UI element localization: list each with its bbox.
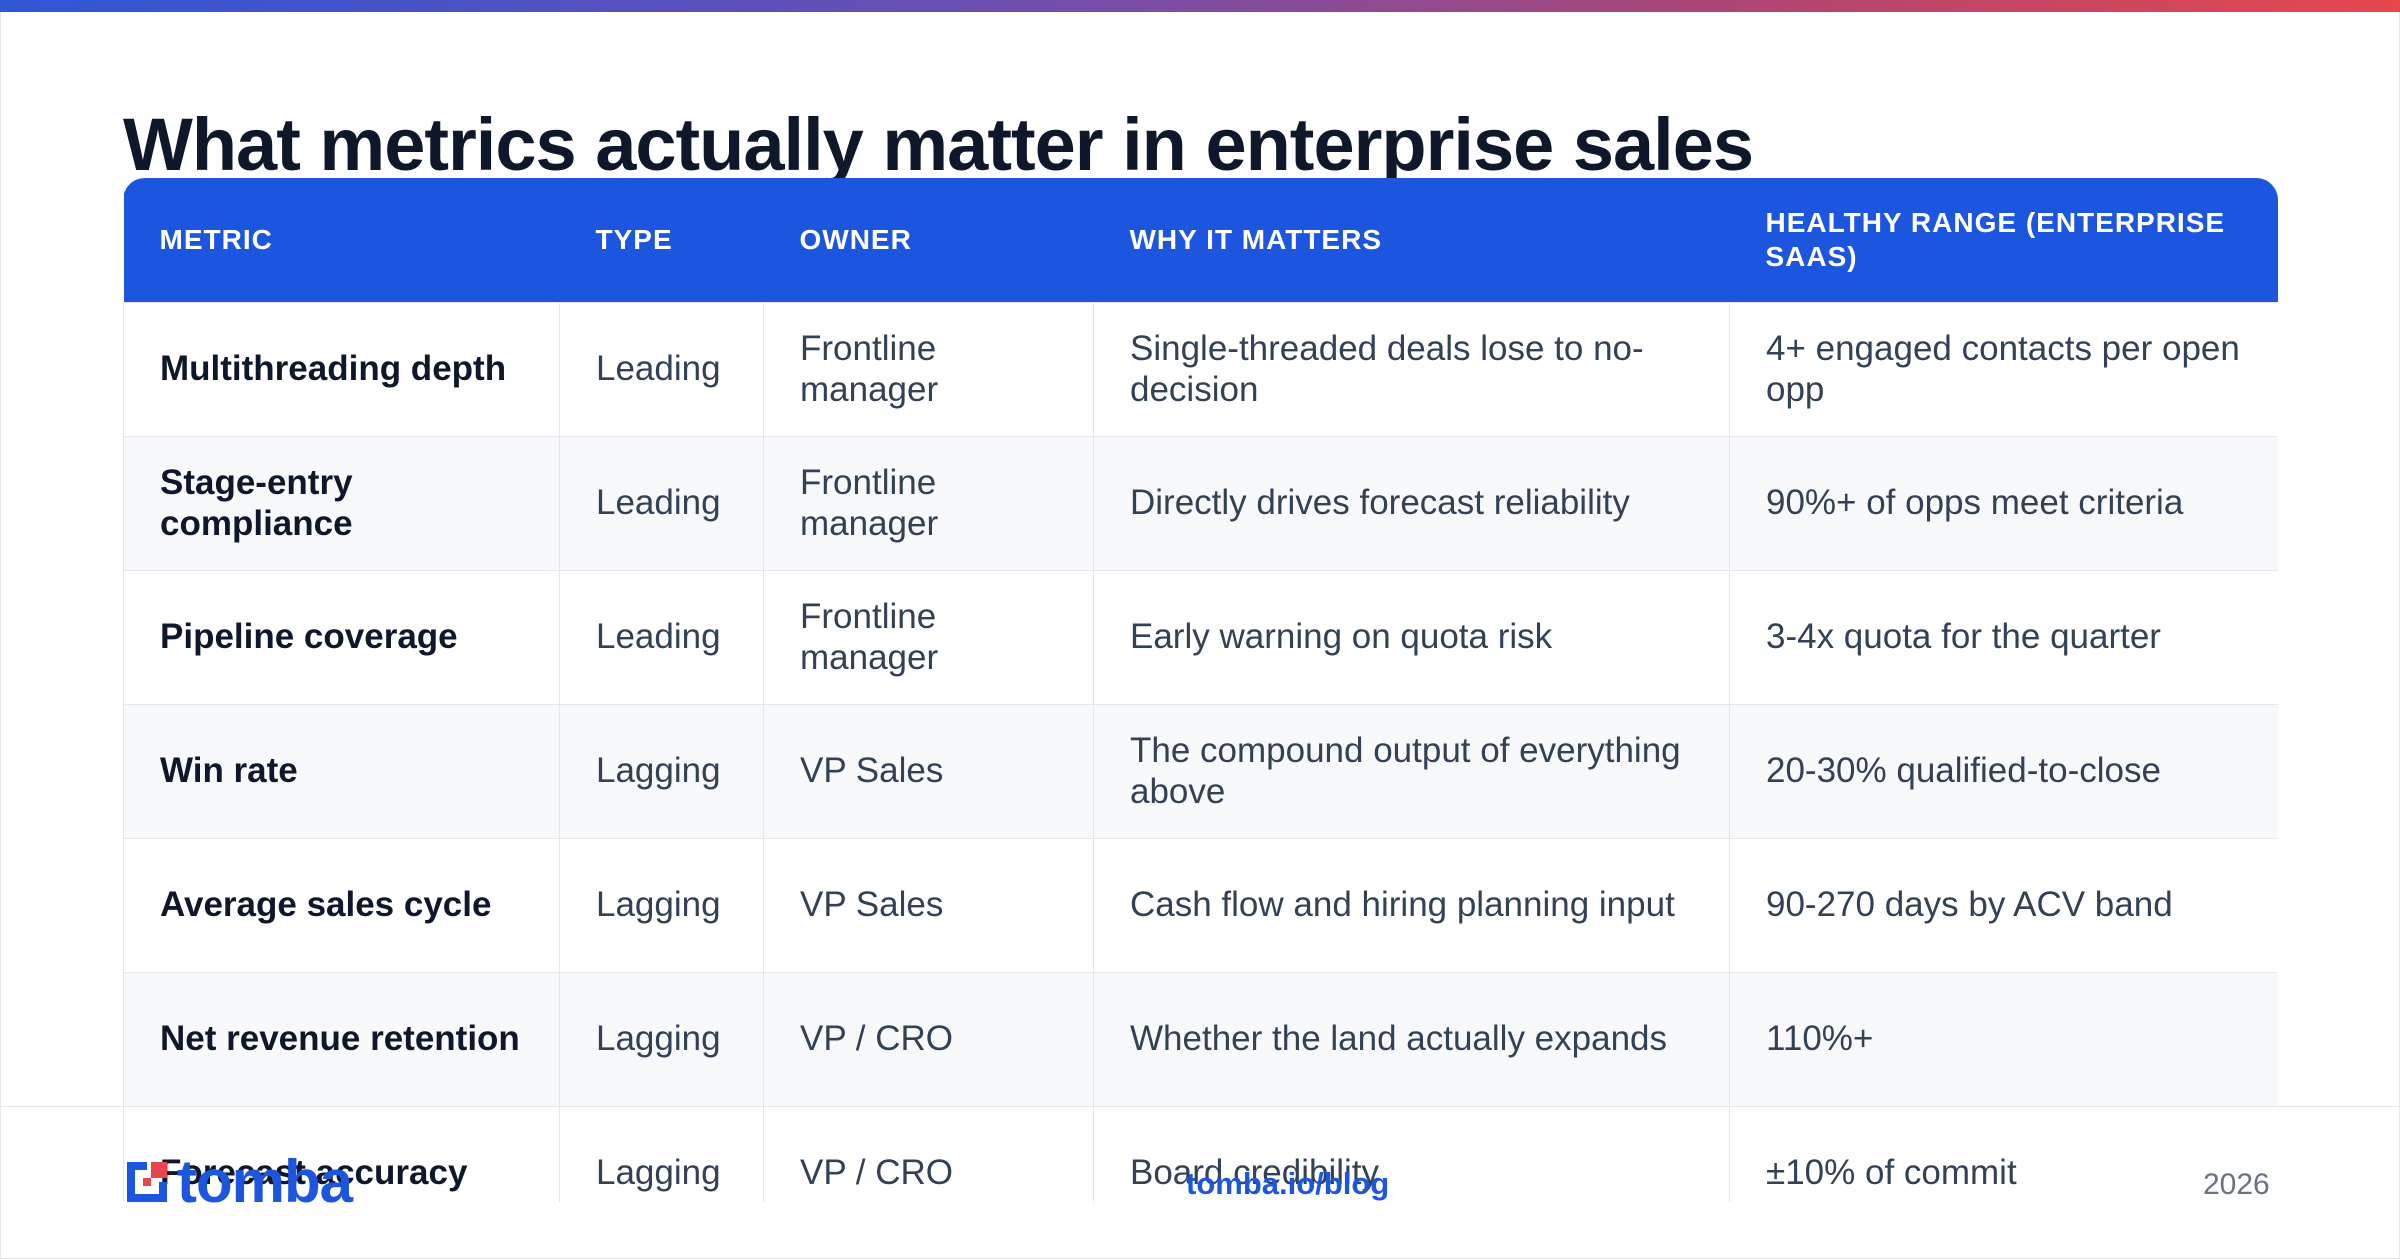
table-row: Average sales cycle Lagging VP Sales Cas…	[123, 838, 2278, 973]
logo-wordmark: tomba	[177, 1148, 353, 1215]
type-cell: Lagging	[559, 838, 764, 973]
table-row: Win rate Lagging VP Sales The compound o…	[123, 704, 2278, 839]
table-row: Net revenue retention Lagging VP / CRO W…	[123, 972, 2278, 1107]
metric-cell: Win rate	[123, 704, 560, 839]
type-cell: Lagging	[559, 1106, 764, 1202]
header-owner: OWNER	[763, 178, 1094, 303]
header-type: TYPE	[559, 178, 764, 303]
why-cell: Cash flow and hiring planning input	[1093, 838, 1730, 973]
why-cell: Directly drives forecast reliability	[1093, 436, 1730, 571]
metric-cell: Multithreading depth	[123, 302, 560, 437]
type-cell: Leading	[559, 302, 764, 437]
type-cell: Lagging	[559, 704, 764, 839]
metric-cell: Average sales cycle	[123, 838, 560, 973]
tomba-logo-icon	[123, 1158, 171, 1206]
why-cell: The compound output of everything above	[1093, 704, 1730, 839]
metrics-table: METRIC TYPE OWNER WHY IT MATTERS HEALTHY…	[123, 178, 2278, 1202]
owner-cell: VP Sales	[763, 838, 1094, 973]
page-title: What metrics actually matter in enterpri…	[123, 104, 1754, 180]
why-cell: Early warning on quota risk	[1093, 570, 1730, 705]
range-cell: 90%+ of opps meet criteria	[1729, 436, 2278, 571]
why-cell: Board credibility	[1093, 1106, 1730, 1202]
range-cell: 4+ engaged contacts per open opp	[1729, 302, 2278, 437]
year-label: 2026	[2203, 1168, 2270, 1201]
type-cell: Leading	[559, 436, 764, 571]
type-cell: Lagging	[559, 972, 764, 1107]
blog-link[interactable]: tomba.io/blog	[1186, 1166, 1390, 1201]
owner-cell: VP / CRO	[763, 1106, 1094, 1202]
table-row: Forecast accuracy Lagging VP / CRO Board…	[123, 1106, 2278, 1202]
metric-cell: Net revenue retention	[123, 972, 560, 1107]
range-cell: 110%+	[1729, 972, 2278, 1107]
range-cell: 20-30% qualified-to-close	[1729, 704, 2278, 839]
owner-cell: Frontline manager	[763, 436, 1094, 571]
why-cell: Whether the land actually expands	[1093, 972, 1730, 1107]
table-header-row: METRIC TYPE OWNER WHY IT MATTERS HEALTHY…	[123, 178, 2278, 303]
why-cell: Single-threaded deals lose to no-decisio…	[1093, 302, 1730, 437]
metric-cell: Stage-entry compliance	[123, 436, 560, 571]
top-gradient-bar	[0, 0, 2400, 12]
type-cell: Leading	[559, 570, 764, 705]
range-cell: ±10% of commit	[1729, 1106, 2278, 1202]
owner-cell: Frontline manager	[763, 302, 1094, 437]
header-metric: METRIC	[123, 178, 560, 303]
metric-cell: Pipeline coverage	[123, 570, 560, 705]
owner-cell: VP Sales	[763, 704, 1094, 839]
range-cell: 90-270 days by ACV band	[1729, 838, 2278, 973]
table-row: Pipeline coverage Leading Frontline mana…	[123, 570, 2278, 705]
footer-divider	[0, 1106, 2400, 1107]
range-cell: 3-4x quota for the quarter	[1729, 570, 2278, 705]
header-healthy-range: HEALTHY RANGE (ENTERPRISE SAAS)	[1729, 178, 2278, 303]
table-row: Stage-entry compliance Leading Frontline…	[123, 436, 2278, 571]
header-why: WHY IT MATTERS	[1093, 178, 1730, 303]
owner-cell: Frontline manager	[763, 570, 1094, 705]
table-row: Multithreading depth Leading Frontline m…	[123, 302, 2278, 437]
owner-cell: VP / CRO	[763, 972, 1094, 1107]
metric-cell: Forecast accuracy	[123, 1106, 560, 1202]
tomba-logo: tomba	[123, 1148, 353, 1215]
